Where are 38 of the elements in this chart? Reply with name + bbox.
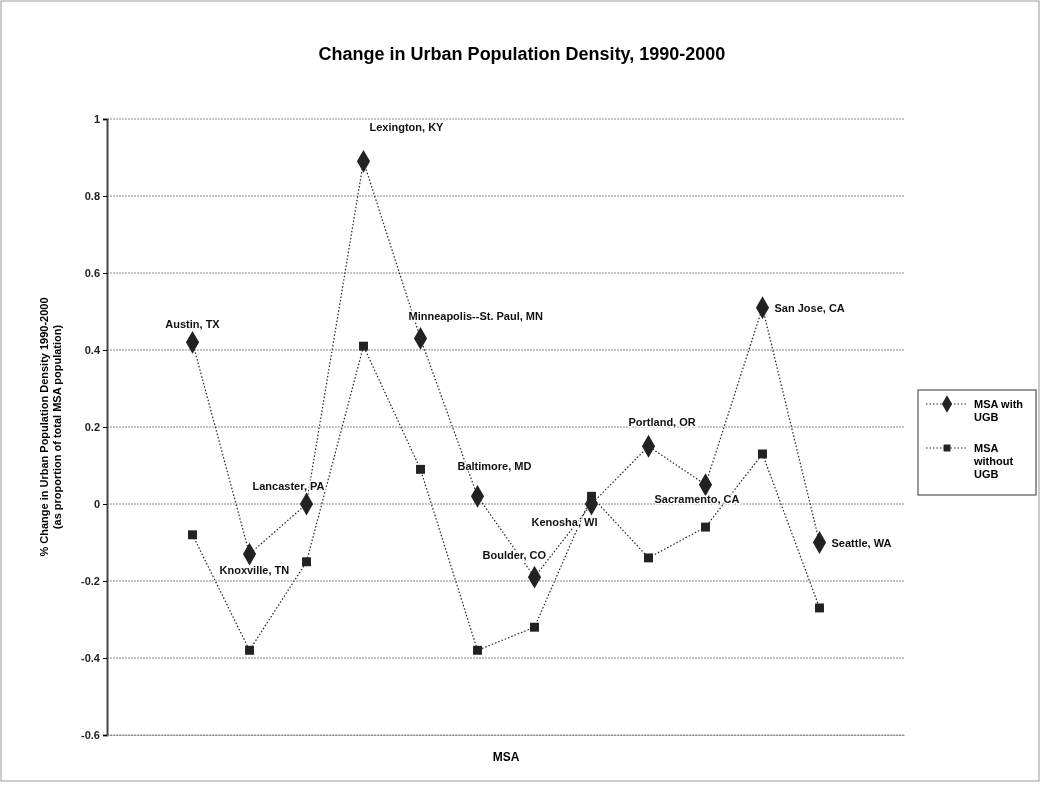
point — [302, 557, 311, 567]
point — [758, 449, 767, 459]
point — [530, 622, 539, 632]
point — [701, 522, 710, 532]
y-axis-title: % Change in Urban Population Density 1990-2000 (as proportion of total MSA population) — [38, 297, 63, 557]
annotation: Sacramento, CA — [654, 492, 740, 505]
y-tick-label: 0.4 — [84, 344, 101, 357]
annotation: Kenosha, WI — [531, 516, 598, 528]
annotation: Minneapolis--St. Paul, MN — [408, 310, 544, 323]
y-tick-label: -0.6 — [81, 729, 100, 742]
point — [416, 464, 425, 474]
y-tick-label: -0.4 — [81, 652, 101, 665]
point — [359, 341, 368, 351]
y-tick-label: 1 — [93, 113, 100, 126]
x-axis-title: MSA — [492, 750, 520, 764]
point — [473, 645, 482, 655]
annotation: Lexington, KY — [369, 121, 445, 134]
point — [815, 603, 824, 613]
point — [188, 530, 197, 540]
y-tick-label: -0.2 — [81, 575, 100, 588]
annotation: San Jose, CA — [774, 301, 845, 314]
annotation: Portland, OR — [628, 416, 696, 429]
y-tick-label: 0.6 — [84, 267, 100, 280]
chart-title: Change in Urban Population Density, 1990-2000 — [318, 44, 726, 64]
point — [587, 491, 596, 501]
annotation: Baltimore, MD — [457, 460, 532, 473]
y-tick-label: 0.2 — [84, 421, 100, 434]
y-tick-label: 0.8 — [84, 190, 100, 203]
annotation: Seattle, WA — [831, 536, 892, 549]
annotation: Austin, TX — [165, 318, 221, 331]
point — [245, 645, 254, 655]
point — [644, 553, 653, 563]
legend-label: MSA without UGB — [973, 442, 1014, 480]
annotation: Knoxville, TN — [219, 564, 290, 577]
annotation: Boulder, CO — [482, 549, 547, 562]
y-tick-label: 0 — [93, 498, 100, 511]
legend-label: MSA with UGB — [974, 398, 1024, 423]
annotation: Lancaster, PA — [252, 480, 325, 492]
